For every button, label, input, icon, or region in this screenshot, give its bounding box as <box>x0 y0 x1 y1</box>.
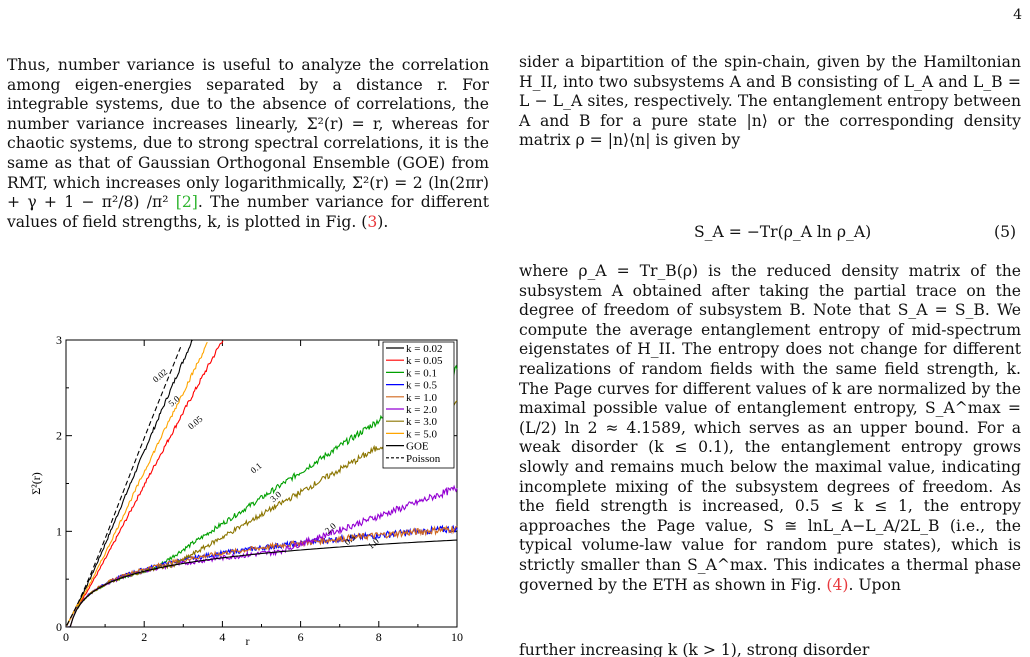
y-axis-label: Σ²(r) <box>29 472 43 495</box>
legend-entry: k = 0.1 <box>406 367 437 379</box>
curve-label: 0.02 <box>151 367 169 385</box>
paragraph-body: Thus, number variance is useful to analy… <box>7 56 489 212</box>
y-tick-label: 0 <box>56 620 62 634</box>
series-line-poisson <box>66 346 182 626</box>
series-line-k-0-02 <box>66 339 193 626</box>
x-tick-label: 10 <box>451 630 463 644</box>
figure-4-link[interactable]: (4) <box>826 575 849 594</box>
legend-entry: k = 0.05 <box>406 355 443 367</box>
series-line-goe <box>66 539 458 628</box>
series-line-k-1-0 <box>66 524 458 628</box>
y-tick-label: 2 <box>56 429 62 443</box>
curve-label: 0.05 <box>186 413 205 431</box>
chart-legend: k = 0.02k = 0.05k = 0.1k = 0.5k = 1.0k =… <box>382 341 455 469</box>
legend-entry: k = 2.0 <box>406 404 437 416</box>
page-number: 4 <box>1013 7 1022 23</box>
curve-label-layer: 0.020.050.10.5 1.02.03.05.0 <box>151 367 381 551</box>
curve-label: 2.0 <box>323 521 338 536</box>
legend-entry: k = 0.02 <box>406 343 442 355</box>
y-tick-label: 1 <box>56 524 62 538</box>
paragraph-entanglement: where ρ_A = Tr_B(ρ) is the reduced densi… <box>519 262 1021 595</box>
x-tick-label: 8 <box>376 630 382 644</box>
right-column-text: sider a bipartition of the spin-chain, g… <box>519 53 1021 151</box>
paragraph-entanglement-tail: . Upon <box>848 575 901 594</box>
cut-off-line: further increasing k (k > 1), strong dis… <box>519 641 870 657</box>
paragraph-tail: . The number variance for different valu… <box>7 193 489 231</box>
legend-entry: k = 3.0 <box>406 416 437 428</box>
fig-ref-open: ( <box>361 212 368 231</box>
legend-entry: k = 5.0 <box>406 428 437 440</box>
legend-entry: Poisson <box>406 453 441 465</box>
y-tick-label: 3 <box>56 333 62 347</box>
legend-box <box>382 341 455 469</box>
plot-frame-layer: 0 2 4 6 8 10 0 1 2 3 r Σ²(r) <box>29 333 463 648</box>
citation-link[interactable]: [2] <box>175 193 198 212</box>
curve-label: 0.1 <box>249 461 264 476</box>
paragraph-entanglement-body: where ρ_A = Tr_B(ρ) is the reduced densi… <box>519 262 1021 594</box>
paragraph-number-variance: Thus, number variance is useful to analy… <box>7 56 489 232</box>
x-tick-label: 4 <box>219 630 225 644</box>
legend-entry: GOE <box>406 441 429 453</box>
left-column-text: Thus, number variance is useful to analy… <box>7 56 489 232</box>
x-tick-label: 2 <box>141 630 147 644</box>
x-axis-label: r <box>246 634 250 648</box>
x-tick-label: 6 <box>298 630 304 644</box>
cut-line-wrap: further increasing k (k > 1), strong dis… <box>519 641 1021 657</box>
paragraph-bipartition: sider a bipartition of the spin-chain, g… <box>519 53 1021 150</box>
equation-entropy: S_A = −Tr(ρ_A ln ρ_A) <box>694 223 872 241</box>
x-tick-label: 0 <box>63 630 69 644</box>
legend-entry: k = 0.5 <box>406 380 437 392</box>
series-line-k-2-0 <box>66 484 458 626</box>
fig-ref-close: ). <box>377 212 389 231</box>
figure-3-link[interactable]: 3 <box>367 212 378 231</box>
right-column-text-2: where ρ_A = Tr_B(ρ) is the reduced densi… <box>519 262 1021 595</box>
legend-entry: k = 1.0 <box>406 392 437 404</box>
curve-label: 0.5 <box>342 532 357 547</box>
series-line-k-0-05 <box>66 340 224 626</box>
curve-label: 3.0 <box>268 489 283 504</box>
equation-number: (5) <box>994 223 1017 241</box>
series-line-k-5-0 <box>66 341 208 626</box>
